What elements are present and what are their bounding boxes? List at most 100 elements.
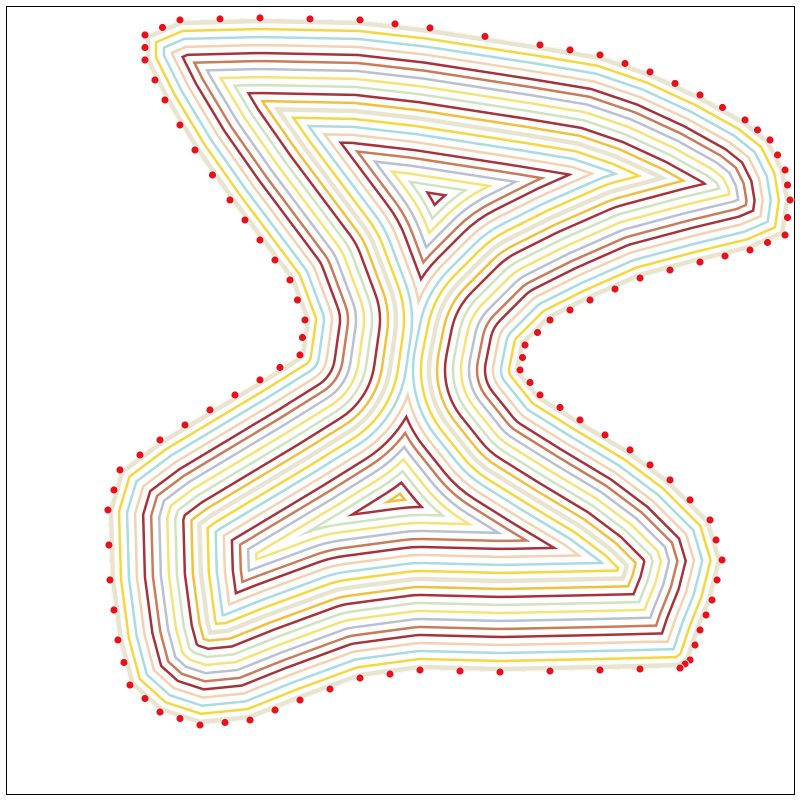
boundary-dot	[225, 195, 235, 205]
boundary-dot	[480, 32, 490, 41]
boundary-dot	[275, 363, 285, 372]
boundary-dot	[745, 245, 755, 255]
contour-bands	[108, 18, 790, 725]
boundary-dot	[533, 328, 542, 337]
boundary-dot	[295, 350, 305, 360]
boundary-dot	[205, 405, 215, 415]
boundary-dot	[717, 555, 727, 565]
boundary-dot	[785, 195, 795, 205]
boundary-dot	[140, 30, 150, 40]
boundary-dot	[270, 705, 280, 715]
boundary-dot	[763, 238, 772, 247]
boundary-dot	[208, 170, 217, 180]
boundary-dot	[535, 40, 545, 50]
boundary-dot	[270, 255, 280, 265]
boundary-dot	[665, 265, 675, 275]
boundary-dot	[765, 135, 775, 145]
boundary-dot	[155, 707, 165, 717]
boundary-dot	[104, 540, 114, 550]
boundary-dot	[215, 14, 225, 24]
boundary-dot	[285, 275, 295, 285]
boundary-dot	[595, 50, 605, 60]
boundary-dot	[115, 465, 125, 475]
boundary-dot	[575, 415, 585, 425]
boundary-dot	[175, 714, 185, 723]
boundary-dot	[245, 715, 255, 725]
boundary-dot	[240, 215, 250, 225]
boundary-dot	[695, 625, 705, 635]
boundary-dot	[705, 515, 715, 525]
boundary-dot	[595, 665, 605, 675]
boundary-dot	[701, 610, 711, 620]
boundary-dot	[712, 575, 722, 585]
boundary-dot	[125, 680, 135, 690]
boundary-dot	[325, 684, 335, 694]
boundary-dot	[390, 19, 400, 29]
plot-frame	[6, 6, 795, 795]
boundary-dot	[670, 79, 680, 88]
boundary-dot	[103, 505, 113, 515]
boundary-dot	[190, 145, 200, 155]
boundary-dot	[695, 257, 705, 267]
boundary-dot	[109, 605, 119, 615]
boundary-dot	[620, 59, 630, 68]
boundary-dot	[535, 390, 545, 400]
boundary-dot	[105, 575, 115, 585]
boundary-dot	[355, 673, 365, 683]
boundary-dot	[385, 669, 395, 679]
boundary-dot	[300, 315, 310, 325]
boundary-dot	[545, 666, 555, 676]
boundary-dot	[175, 15, 185, 25]
boundary-dot	[625, 445, 635, 455]
boundary-dot	[685, 495, 695, 505]
boundary-dot	[495, 667, 505, 677]
boundary-dot	[230, 390, 240, 400]
boundary-dot	[780, 230, 790, 240]
boundary-dot	[545, 315, 555, 325]
boundary-dot	[740, 115, 750, 125]
boundary-dot	[610, 284, 620, 294]
boundary-dot	[520, 340, 530, 350]
boundary-dot	[600, 430, 610, 440]
boundary-dot	[255, 235, 265, 245]
boundary-dot	[555, 403, 565, 412]
boundary-dot	[158, 23, 167, 32]
boundary-dot	[518, 353, 527, 362]
boundary-dot	[140, 43, 150, 52]
boundary-dot	[515, 365, 525, 375]
boundary-dot	[565, 45, 575, 55]
boundary-dot	[135, 450, 145, 460]
boundary-dot	[355, 15, 365, 25]
boundary-dot	[565, 305, 575, 315]
boundary-dot	[695, 90, 705, 100]
boundary-dot	[119, 658, 129, 667]
boundary-dot	[305, 14, 315, 24]
boundary-dot	[711, 535, 721, 545]
boundary-dot	[109, 485, 119, 495]
boundary-dot	[415, 665, 425, 675]
boundary-dot	[220, 718, 230, 727]
boundary-dot	[180, 420, 190, 430]
boundary-dot	[140, 55, 150, 65]
boundary-dot	[645, 460, 655, 470]
boundary-dot	[113, 635, 123, 645]
boundary-dot	[783, 180, 792, 190]
boundary-dot	[150, 75, 160, 85]
boundary-dot	[753, 125, 762, 135]
boundary-dot	[773, 150, 782, 160]
boundary-dot	[635, 273, 645, 283]
boundary-dot	[645, 67, 655, 77]
boundary-dot	[675, 663, 685, 673]
boundary-dot	[635, 664, 645, 674]
boundary-dot	[155, 435, 165, 445]
boundary-dot	[175, 120, 185, 130]
boundary-dot	[160, 95, 170, 105]
boundary-dot	[295, 695, 305, 705]
boundary-dot	[455, 666, 465, 676]
boundary-dot	[195, 720, 205, 730]
boundary-dot	[140, 694, 150, 703]
boundary-dot	[425, 23, 435, 33]
boundary-dot	[298, 333, 307, 342]
boundary-dot	[690, 640, 700, 650]
